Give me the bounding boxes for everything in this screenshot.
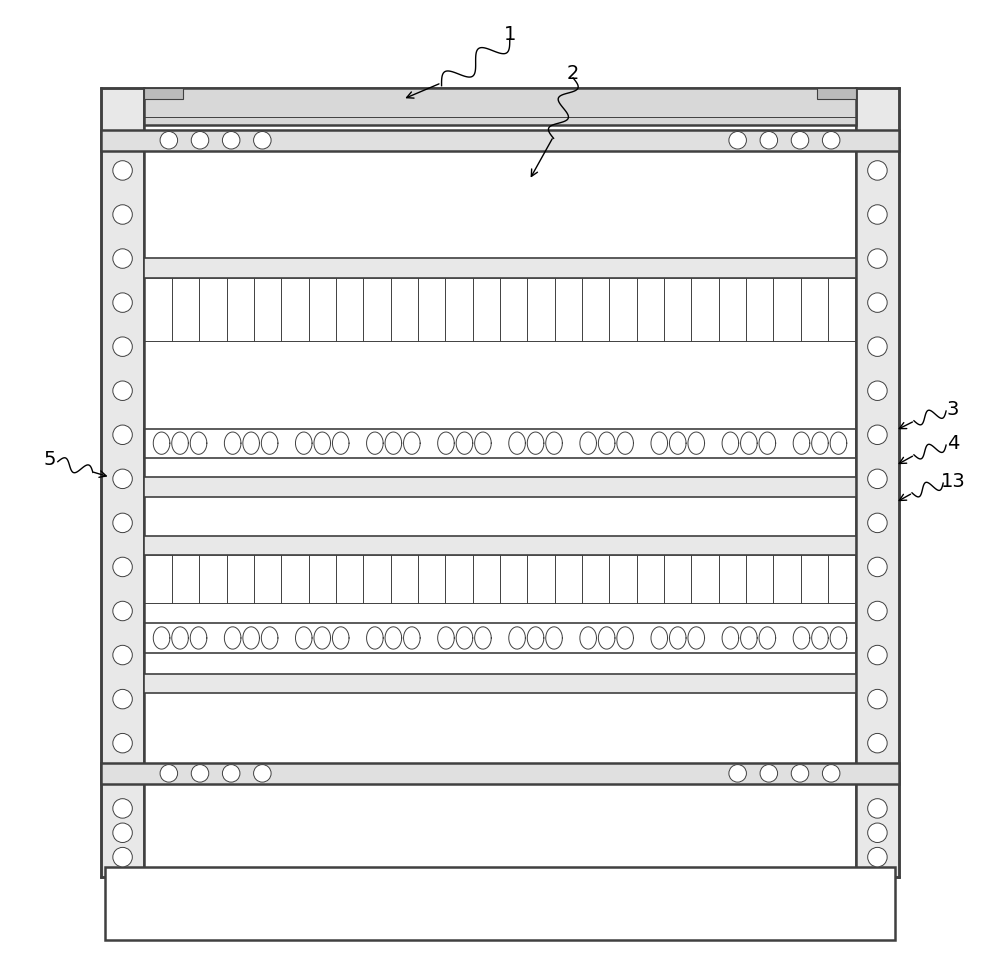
Circle shape [868,847,887,867]
Bar [144,536,856,555]
Circle shape [868,646,887,665]
Text: 2: 2 [567,63,579,83]
Circle shape [822,765,840,782]
Circle shape [868,293,887,313]
Bar [101,88,144,877]
Circle shape [868,425,887,444]
Circle shape [222,765,240,782]
Bar [144,674,856,693]
Circle shape [868,248,887,268]
Circle shape [254,131,271,149]
Circle shape [868,161,887,180]
Circle shape [113,248,132,268]
Bar [144,623,856,653]
Circle shape [729,131,746,149]
Bar [817,88,856,99]
Circle shape [113,381,132,400]
Circle shape [868,205,887,224]
Circle shape [868,337,887,356]
Text: 5: 5 [44,450,56,469]
Circle shape [760,765,778,782]
Circle shape [113,337,132,356]
Bar [144,429,856,458]
Circle shape [191,131,209,149]
Circle shape [822,131,840,149]
Bar [101,763,899,784]
Bar [144,258,856,278]
Bar [105,867,895,940]
Circle shape [868,513,887,533]
Circle shape [222,131,240,149]
Circle shape [113,557,132,577]
Circle shape [868,601,887,620]
Circle shape [113,425,132,444]
Circle shape [113,469,132,489]
Circle shape [113,205,132,224]
Bar [856,88,899,877]
Bar [101,130,899,151]
Text: 1: 1 [504,24,516,44]
Bar [144,88,183,99]
Bar [144,88,856,125]
Bar [144,477,856,497]
Circle shape [113,293,132,313]
Circle shape [160,765,178,782]
Circle shape [113,601,132,620]
Text: 3: 3 [947,399,959,419]
Circle shape [868,469,887,489]
Circle shape [868,799,887,818]
Circle shape [868,557,887,577]
Circle shape [113,646,132,665]
Circle shape [113,733,132,753]
Circle shape [113,823,132,843]
Circle shape [791,765,809,782]
Circle shape [191,765,209,782]
Circle shape [760,131,778,149]
Circle shape [868,733,887,753]
Circle shape [729,765,746,782]
Circle shape [254,765,271,782]
Circle shape [868,690,887,709]
Circle shape [113,161,132,180]
Text: 4: 4 [947,433,959,453]
Circle shape [113,799,132,818]
Circle shape [113,847,132,867]
Circle shape [791,131,809,149]
Circle shape [113,690,132,709]
Text: 13: 13 [941,471,965,491]
Circle shape [113,513,132,533]
Circle shape [868,381,887,400]
Circle shape [868,823,887,843]
Bar [144,151,856,763]
Circle shape [160,131,178,149]
